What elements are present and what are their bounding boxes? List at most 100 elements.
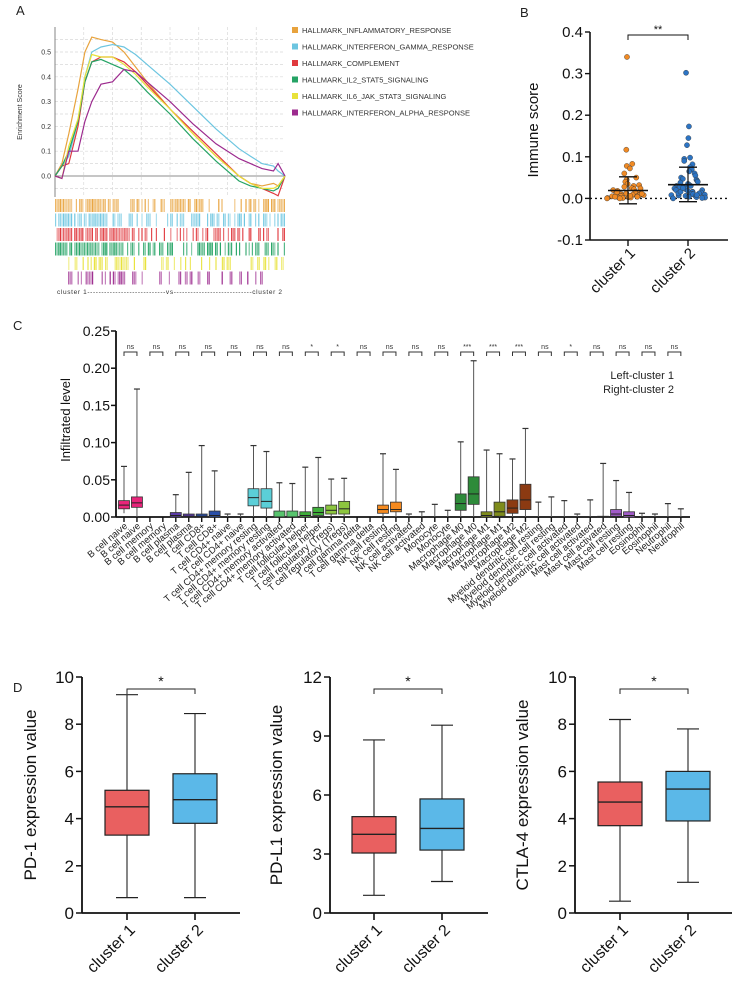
hit-mark (117, 213, 119, 227)
legend-swatch (292, 43, 298, 50)
hit-mark (219, 242, 221, 256)
hit-mark (87, 199, 89, 212)
hit-mark (74, 228, 76, 241)
significance-label: * (310, 344, 313, 351)
hit-mark (247, 271, 249, 285)
hit-mark (178, 271, 180, 285)
hit-mark (75, 228, 77, 241)
legend-label: HALLMARK_INTERFERON_ALPHA_RESPONSE (302, 109, 470, 118)
hit-mark (87, 271, 89, 285)
y-tick-label: 2 (558, 857, 567, 876)
hit-mark (251, 242, 253, 256)
hit-mark (159, 271, 161, 285)
y-tick-label: 4 (65, 810, 74, 829)
hit-mark (87, 257, 89, 270)
hit-mark (250, 199, 252, 212)
significance-label: ns (282, 344, 290, 351)
hit-mark (195, 228, 197, 241)
hit-mark (122, 257, 124, 270)
hit-mark (161, 257, 163, 270)
y-tick-label: 6 (558, 762, 567, 781)
box (519, 483, 532, 510)
hit-mark (267, 242, 269, 256)
y-tick-label: 0.20 (83, 360, 110, 376)
significance-bracket (667, 351, 682, 356)
y-tick-label: 0.0 (41, 174, 51, 181)
hit-mark (117, 199, 119, 212)
hit-mark (283, 242, 285, 256)
hit-mark (133, 257, 135, 270)
hit-mark (85, 242, 87, 256)
significance-label: ns (360, 344, 368, 351)
hit-mark (114, 213, 116, 227)
data-point (686, 168, 692, 175)
hit-mark (71, 213, 73, 227)
y-tick-label: 0.5 (41, 50, 51, 57)
hit-mark (152, 242, 154, 256)
hit-mark (141, 199, 143, 212)
hit-mark (63, 242, 65, 256)
hit-mark (231, 242, 233, 256)
hit-mark (79, 213, 81, 227)
hit-mark (133, 199, 135, 212)
hit-mark (80, 271, 82, 285)
hit-mark (202, 199, 204, 212)
hit-mark (63, 213, 65, 227)
hit-mark (58, 228, 60, 241)
hit-mark (170, 213, 172, 227)
hit-mark (189, 257, 191, 270)
hit-mark (229, 257, 231, 270)
hit-mark (59, 242, 61, 256)
hit-mark (114, 257, 116, 270)
hit-mark (228, 257, 230, 270)
hit-mark (211, 213, 213, 227)
hit-mark (95, 257, 97, 270)
hit-mark (162, 257, 164, 270)
significance-label: ns (541, 344, 549, 351)
data-point (624, 54, 630, 60)
hit-mark (283, 228, 285, 241)
hit-mark (59, 228, 61, 241)
significance-label: * (405, 673, 411, 689)
significance-bracket (615, 351, 630, 356)
significance-bracket (641, 351, 656, 356)
hit-mark (268, 257, 270, 270)
hit-mark (68, 257, 70, 270)
box (493, 501, 506, 517)
data-point (685, 193, 692, 200)
hit-mark (74, 213, 76, 227)
hit-mark (114, 271, 116, 285)
es-curve-5 (54, 68, 286, 180)
hit-mark (231, 271, 233, 285)
hit-mark (179, 213, 181, 227)
significance-bracket (373, 688, 443, 694)
hit-mark (208, 242, 210, 256)
hit-mark (202, 242, 204, 256)
significance-label: ns (204, 344, 212, 351)
immune-score-chart: -0.1 0.0 0.1 0.2 0.3 0.4 Immune score cluster 1… (525, 24, 728, 297)
hit-mark (115, 199, 117, 212)
hit-mark (74, 242, 76, 256)
hit-mark (203, 242, 205, 256)
hit-mark (85, 228, 87, 241)
box (390, 501, 402, 513)
hit-mark (88, 242, 90, 256)
hit-mark (160, 271, 162, 285)
hit-mark (71, 228, 73, 241)
hit-mark (194, 199, 196, 212)
y-axis-title: CTLA-4 expression value (513, 700, 532, 891)
hit-mark (99, 213, 101, 227)
hit-mark (96, 228, 98, 241)
hit-mark (127, 228, 129, 241)
hit-mark (280, 199, 282, 212)
hit-mark (120, 228, 122, 241)
hit-mark (171, 213, 173, 227)
hit-mark (61, 242, 63, 256)
hit-mark (106, 257, 108, 270)
hit-mark (125, 257, 127, 270)
hit-mark (257, 257, 259, 270)
hit-mark (195, 213, 197, 227)
hit-mark (93, 257, 95, 270)
box (325, 504, 338, 515)
hit-mark (141, 271, 143, 285)
